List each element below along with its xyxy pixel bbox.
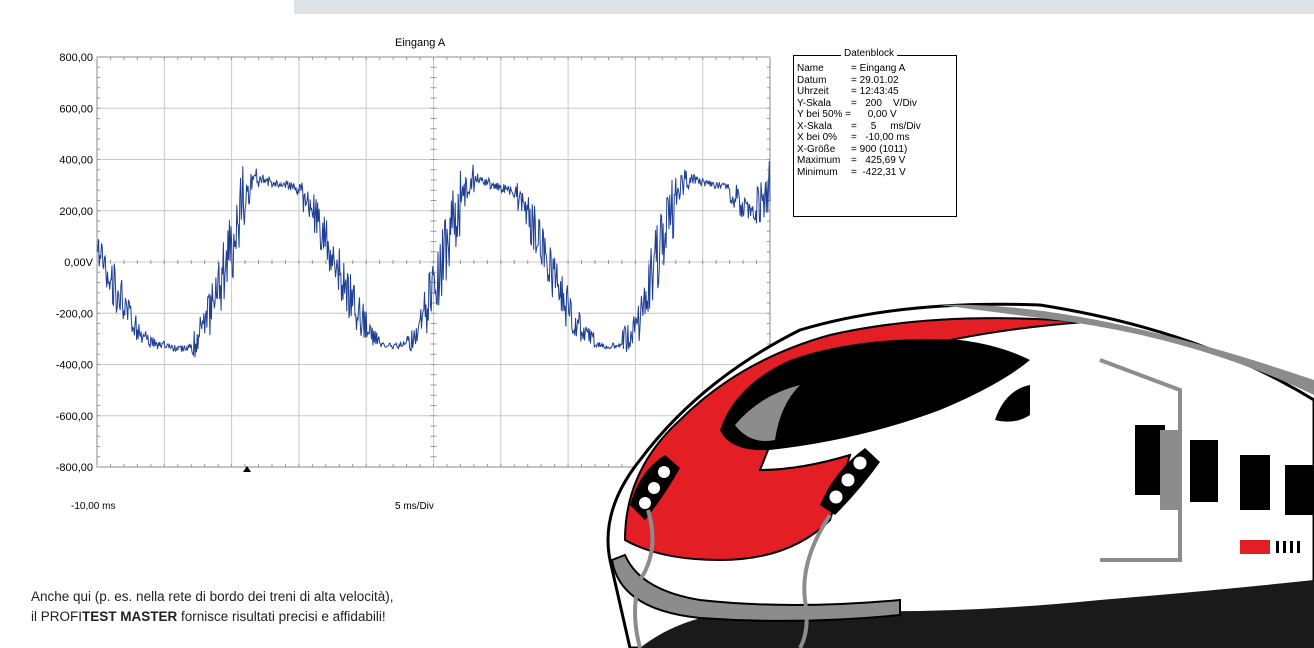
data-block-row: Name = Eingang A [797, 63, 921, 75]
train-logo-bars [1276, 541, 1300, 553]
data-block-key: Y-Skala [797, 97, 832, 109]
y-tick-label: -200,00 [56, 308, 93, 320]
data-block-value: = 200 V/Div [851, 97, 917, 109]
train-side-window [995, 385, 1030, 422]
train-nose [623, 317, 1086, 562]
data-block-row: Uhrzeit = 12:43:45 [797, 86, 921, 98]
train-door [1099, 358, 1182, 562]
y-tick-label: 800,00 [59, 52, 93, 64]
side-stripe-grey [1160, 430, 1178, 510]
train-windshield [720, 339, 1030, 451]
data-block-key: Maximum [797, 155, 841, 166]
headlight-right [820, 448, 880, 515]
data-block-key: X-Skala [797, 120, 833, 132]
coupler-wire-left [633, 509, 655, 648]
y-tick-label: -400,00 [56, 360, 93, 372]
data-block-key: Name [797, 63, 824, 74]
data-block: Datenblock Name = Eingang A Datum = 29.01.0… [793, 48, 957, 217]
y-tick-label: -800,00 [56, 462, 93, 474]
data-block-value: = Eingang A [851, 63, 906, 74]
data-block-key: X bei 0% [797, 132, 838, 143]
data-block-row: Minimum = -422,31 V [797, 167, 921, 179]
x-scale-label: 5 ms/Div [395, 501, 434, 512]
y-tick-label: -600,00 [56, 411, 93, 423]
coupler-wire-right [798, 513, 832, 648]
y-tick-label: 200,00 [59, 206, 93, 218]
top-bar [294, 0, 1314, 14]
windshield-reflection [735, 385, 800, 441]
series-line-0 [96, 161, 771, 358]
caption-brand-prefix: il PROFI [31, 609, 83, 624]
data-block-row: X-Skala = 5 ms/Div [797, 121, 921, 133]
data-block-table: Name = Eingang A Datum = 29.01.02 Uhrzeit = 1… [797, 63, 921, 178]
data-block-value: = 425,69 V [851, 155, 906, 166]
y-tick-label: 0,00V [64, 257, 93, 269]
caption-line-1: Anche qui (p. es. nella rete di bordo de… [31, 589, 394, 604]
data-block-value: = 12:43:45 [851, 86, 899, 97]
data-block-row: Y bei 50% = 0,00 V [797, 109, 921, 121]
data-block-row: X bei 0% = -10,00 ms [797, 132, 921, 144]
train-skirt [610, 553, 901, 622]
trigger-marker [243, 466, 251, 472]
headlight-left [630, 455, 680, 520]
caption-line-2-suffix: fornisce risultati precisi e affidabili! [177, 609, 386, 624]
data-block-key: Uhrzeit [797, 86, 829, 97]
data-block-row: X-Größe = 900 (1011) [797, 144, 921, 156]
y-tick-label: 400,00 [59, 155, 93, 167]
data-block-key: X-Größe [797, 143, 836, 155]
caption-line-2: il PROFITEST MASTER fornisce risultati p… [31, 607, 393, 627]
data-block-key: Y bei 50% = [797, 109, 852, 120]
data-block-row: Y-Skala = 200 V/Div [797, 98, 921, 110]
data-block-value: = -10,00 ms [851, 132, 910, 143]
data-block-key: Datum [797, 74, 827, 86]
data-block-value: = 5 ms/Div [851, 120, 921, 132]
data-block-title: Datenblock [841, 48, 898, 60]
train-logo-red [1240, 540, 1270, 554]
x-start-label: -10,00 ms [71, 501, 116, 512]
side-window-3 [1240, 455, 1270, 510]
caption-text: Anche qui (p. es. nella rete di bordo de… [31, 587, 393, 627]
data-block-row: Maximum = 425,69 V [797, 155, 921, 167]
data-block-row: Datum = 29.01.02 [797, 75, 921, 87]
data-block-value: 0,00 V [851, 109, 897, 120]
side-window-2 [1190, 440, 1218, 502]
data-block-value: = 29.01.02 [851, 74, 899, 86]
chart-title: Eingang A [395, 37, 446, 49]
y-tick-label: 600,00 [59, 103, 93, 115]
side-window-4 [1285, 465, 1314, 515]
data-block-value: = -422,31 V [851, 166, 906, 178]
data-block-key: Minimum [797, 166, 838, 178]
data-block-value: = 900 (1011) [851, 143, 908, 155]
caption-brand-bold: TEST MASTER [82, 609, 178, 624]
train-underside [640, 580, 1314, 648]
